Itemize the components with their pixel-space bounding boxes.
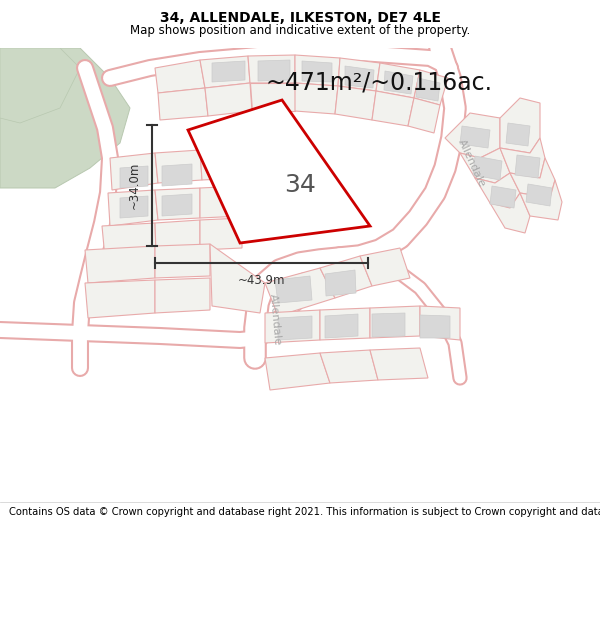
Polygon shape xyxy=(0,48,80,123)
Polygon shape xyxy=(370,348,428,380)
Polygon shape xyxy=(155,188,200,220)
Text: Map shows position and indicative extent of the property.: Map shows position and indicative extent… xyxy=(130,24,470,38)
Polygon shape xyxy=(460,126,490,148)
Polygon shape xyxy=(200,56,250,88)
Polygon shape xyxy=(325,314,358,338)
Polygon shape xyxy=(475,173,520,208)
Text: ~34.0m: ~34.0m xyxy=(128,162,140,209)
Polygon shape xyxy=(376,63,420,98)
Polygon shape xyxy=(0,48,130,188)
Text: ~471m²/~0.116ac.: ~471m²/~0.116ac. xyxy=(265,71,492,95)
Polygon shape xyxy=(155,278,210,313)
Polygon shape xyxy=(265,310,320,343)
Polygon shape xyxy=(420,315,450,338)
Polygon shape xyxy=(120,196,148,218)
Polygon shape xyxy=(500,138,545,178)
Polygon shape xyxy=(372,91,414,126)
Polygon shape xyxy=(320,308,370,340)
Polygon shape xyxy=(414,70,448,105)
Polygon shape xyxy=(473,156,502,180)
Text: Contains OS data © Crown copyright and database right 2021. This information is : Contains OS data © Crown copyright and d… xyxy=(9,507,600,517)
Polygon shape xyxy=(460,148,510,183)
Polygon shape xyxy=(360,248,410,286)
Polygon shape xyxy=(85,280,155,318)
Polygon shape xyxy=(325,270,356,296)
Polygon shape xyxy=(520,180,562,220)
Polygon shape xyxy=(162,194,192,216)
Polygon shape xyxy=(490,186,516,208)
Polygon shape xyxy=(515,155,540,178)
Text: 34: 34 xyxy=(284,173,316,197)
Polygon shape xyxy=(188,100,370,243)
Polygon shape xyxy=(108,190,158,226)
Polygon shape xyxy=(370,306,420,338)
Polygon shape xyxy=(200,186,242,218)
Polygon shape xyxy=(335,86,376,120)
Polygon shape xyxy=(372,313,405,337)
Polygon shape xyxy=(278,316,312,340)
Polygon shape xyxy=(320,350,378,383)
Polygon shape xyxy=(250,83,295,111)
Text: Allendale: Allendale xyxy=(268,294,282,346)
Polygon shape xyxy=(120,166,148,188)
Text: Allendale: Allendale xyxy=(457,138,487,189)
Polygon shape xyxy=(420,306,460,340)
Polygon shape xyxy=(510,158,555,198)
Polygon shape xyxy=(155,150,202,183)
Polygon shape xyxy=(210,244,265,313)
Polygon shape xyxy=(155,244,210,278)
Text: 34, ALLENDALE, ILKESTON, DE7 4LE: 34, ALLENDALE, ILKESTON, DE7 4LE xyxy=(160,11,440,24)
Polygon shape xyxy=(384,71,413,94)
Polygon shape xyxy=(408,98,440,133)
Polygon shape xyxy=(320,256,372,298)
Polygon shape xyxy=(110,153,158,190)
Polygon shape xyxy=(200,148,242,180)
Polygon shape xyxy=(295,83,338,114)
Polygon shape xyxy=(205,83,252,116)
Polygon shape xyxy=(275,276,312,303)
Polygon shape xyxy=(155,220,200,253)
Polygon shape xyxy=(212,61,245,82)
Polygon shape xyxy=(416,78,440,101)
Polygon shape xyxy=(158,88,208,120)
Polygon shape xyxy=(490,193,530,233)
Polygon shape xyxy=(345,66,374,88)
Polygon shape xyxy=(506,123,530,146)
Polygon shape xyxy=(500,98,540,153)
Polygon shape xyxy=(102,223,156,258)
Polygon shape xyxy=(445,113,500,158)
Polygon shape xyxy=(338,58,380,91)
Polygon shape xyxy=(85,246,155,283)
Polygon shape xyxy=(162,164,192,186)
Polygon shape xyxy=(248,55,295,83)
Text: ~43.9m: ~43.9m xyxy=(238,274,285,288)
Polygon shape xyxy=(200,218,242,250)
Polygon shape xyxy=(302,61,332,82)
Polygon shape xyxy=(526,184,552,206)
Polygon shape xyxy=(258,60,290,81)
Polygon shape xyxy=(295,55,340,86)
Polygon shape xyxy=(265,268,335,316)
Polygon shape xyxy=(265,353,330,390)
Polygon shape xyxy=(155,60,205,93)
